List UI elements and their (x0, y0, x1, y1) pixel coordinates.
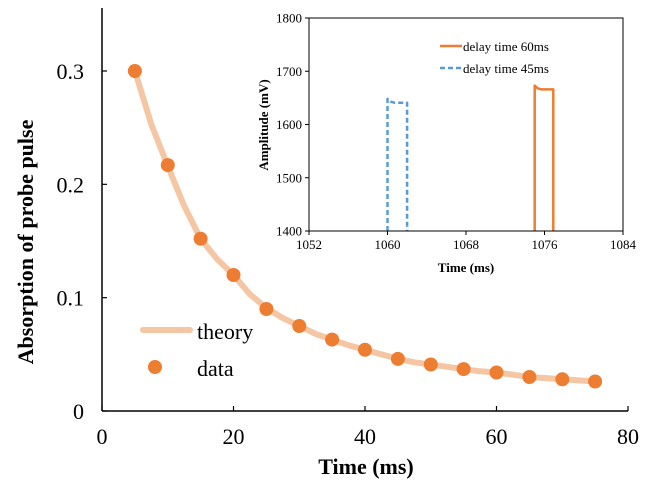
inset-x-tick-label: 1060 (375, 237, 401, 252)
main-x-tick-label: 40 (354, 424, 376, 449)
data-point (160, 158, 175, 173)
inset-legend: delay time 60ms delay time 45ms (440, 39, 549, 76)
data-point (489, 365, 504, 380)
inset-x-tick-label: 1076 (532, 237, 559, 252)
data-point (456, 362, 471, 377)
main-y-tick-label: 0.1 (57, 286, 85, 311)
main-x-tick-label: 0 (97, 424, 108, 449)
main-chart: 0 20 40 60 80 0 0.1 0.2 0.3 Time (ms) Absorption… (13, 8, 639, 479)
data-point (588, 374, 603, 389)
data-point (325, 332, 340, 347)
legend-60ms-label: delay time 60ms (463, 39, 549, 54)
data-point (292, 319, 307, 333)
main-x-tick-label: 80 (617, 424, 639, 449)
data-point (555, 372, 570, 387)
main-y-axis-label: Absorption of probe pulse (13, 119, 38, 364)
pulse-45ms-line (386, 97, 409, 231)
data-point (423, 357, 438, 372)
main-ticks: 0 20 40 60 80 0 0.1 0.2 0.3 (57, 59, 640, 449)
main-legend: theory data (140, 319, 253, 381)
legend-data-label: data (197, 356, 234, 381)
main-x-tick-label: 20 (223, 424, 245, 449)
main-y-tick-label: 0.3 (57, 59, 85, 84)
inset-background (305, 18, 630, 231)
inset-x-tick-label: 1084 (610, 237, 637, 252)
inset-x-axis-label: Time (ms) (438, 260, 494, 275)
data-point (226, 268, 241, 282)
inset-plot-marks (386, 84, 555, 231)
main-x-axis-label: Time (ms) (318, 454, 414, 479)
inset-y-tick-label: 1600 (276, 117, 302, 132)
inset-x-tick-label: 1052 (296, 237, 322, 252)
legend-45ms-label: delay time 45ms (463, 61, 549, 76)
main-x-tick-label: 60 (486, 424, 508, 449)
inset-y-tick-label: 1700 (276, 64, 302, 79)
legend-data-swatch (148, 360, 162, 374)
legend-theory-label: theory (197, 319, 253, 344)
inset-y-tick-label: 1500 (276, 170, 302, 185)
inset-ticks: 1052 1060 1068 1076 1084 1400 1500 1600 1700 1800 (276, 11, 637, 253)
inset-chart: 1052 1060 1068 1076 1084 1400 1500 1600 1700 1800… (256, 11, 637, 276)
data-point (259, 302, 274, 316)
inset-y-axis-label: Amplitude (mV) (256, 79, 271, 170)
inset-y-tick-label: 1400 (276, 224, 302, 239)
data-point (522, 370, 537, 384)
main-y-tick-label: 0.2 (57, 172, 85, 197)
main-plot-marks (127, 64, 603, 389)
pulse-60ms-line (533, 84, 555, 231)
data-point (127, 64, 142, 78)
data-point (390, 351, 405, 366)
main-y-tick-label: 0 (73, 399, 84, 424)
inset-x-tick-label: 1068 (453, 237, 479, 252)
inset-y-tick-label: 1800 (276, 11, 302, 26)
data-point (193, 231, 208, 246)
data-point (358, 342, 372, 357)
